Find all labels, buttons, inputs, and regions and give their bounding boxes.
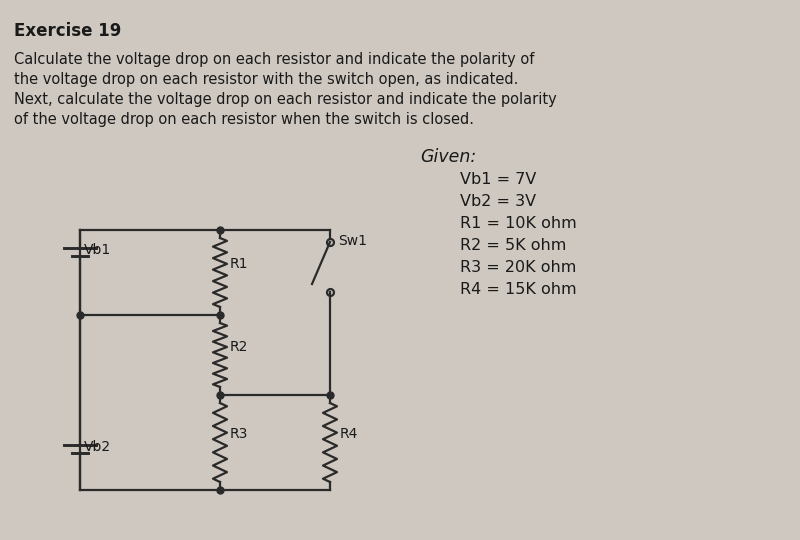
Text: R3: R3 xyxy=(230,427,248,441)
Text: Sw1: Sw1 xyxy=(338,234,367,248)
Text: R1: R1 xyxy=(230,257,249,271)
Text: Vb1 = 7V: Vb1 = 7V xyxy=(460,172,536,187)
Text: Next, calculate the voltage drop on each resistor and indicate the polarity: Next, calculate the voltage drop on each… xyxy=(14,92,557,107)
Text: R4 = 15K ohm: R4 = 15K ohm xyxy=(460,282,577,297)
Text: R1 = 10K ohm: R1 = 10K ohm xyxy=(460,216,577,231)
Text: Calculate the voltage drop on each resistor and indicate the polarity of: Calculate the voltage drop on each resis… xyxy=(14,52,534,67)
Text: R4: R4 xyxy=(340,427,358,441)
Text: Given:: Given: xyxy=(420,148,476,166)
Text: Exercise 19: Exercise 19 xyxy=(14,22,122,40)
Text: R2: R2 xyxy=(230,340,248,354)
Text: R2 = 5K ohm: R2 = 5K ohm xyxy=(460,238,566,253)
Text: Vb1: Vb1 xyxy=(84,243,111,257)
Text: the voltage drop on each resistor with the switch open, as indicated.: the voltage drop on each resistor with t… xyxy=(14,72,518,87)
Text: Vb2: Vb2 xyxy=(84,440,111,454)
Text: Vb2 = 3V: Vb2 = 3V xyxy=(460,194,536,209)
Text: of the voltage drop on each resistor when the switch is closed.: of the voltage drop on each resistor whe… xyxy=(14,112,474,127)
Text: R3 = 20K ohm: R3 = 20K ohm xyxy=(460,260,576,275)
